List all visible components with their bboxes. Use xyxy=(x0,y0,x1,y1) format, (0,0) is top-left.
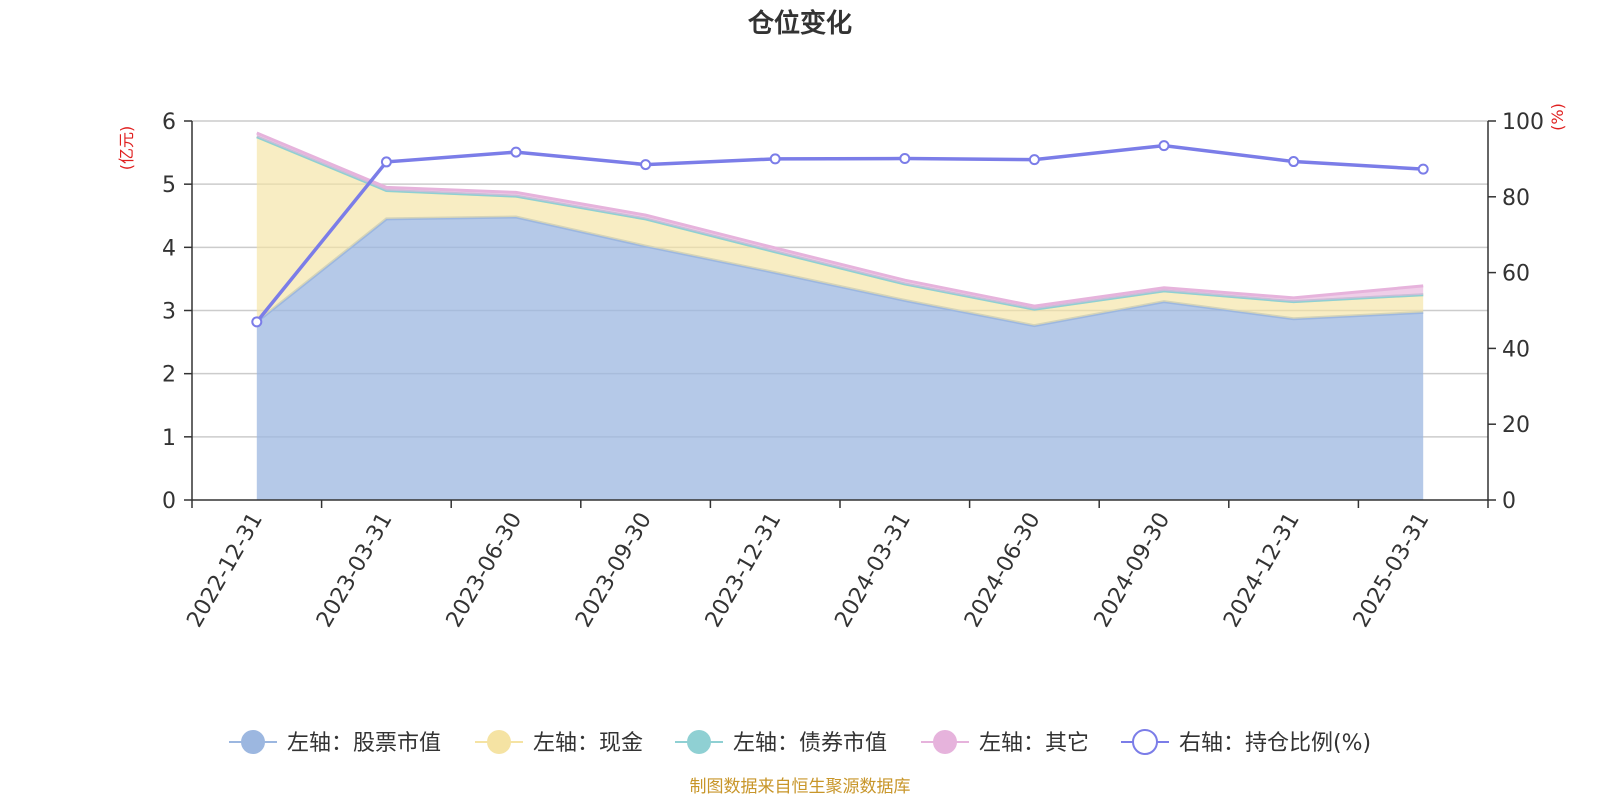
legend-label: 右轴：持仓比例(%) xyxy=(1179,731,1371,756)
holding-ratio-point[interactable] xyxy=(1028,154,1040,166)
legend-item[interactable]: 左轴：其它 xyxy=(921,730,1089,756)
legend-item[interactable]: 左轴：债券市值 xyxy=(675,730,887,756)
x-tick-label: 2024-03-31 xyxy=(830,509,916,632)
right-tick-label: 40 xyxy=(1502,337,1530,362)
right-tick-label: 100 xyxy=(1502,110,1544,135)
holding-ratio-point[interactable] xyxy=(251,316,263,328)
holding-ratio-point[interactable] xyxy=(380,156,392,168)
legend-label: 左轴：现金 xyxy=(533,731,643,756)
data-source-note: 制图数据来自恒生聚源数据库 xyxy=(690,777,911,797)
left-tick-label: 2 xyxy=(162,363,176,388)
chart-title: 仓位变化 xyxy=(747,8,852,39)
legend-label: 左轴：其它 xyxy=(979,731,1089,756)
legend-marker xyxy=(487,730,511,754)
left-axis-unit: (亿元) xyxy=(117,126,136,171)
area-左轴：现金 xyxy=(256,136,1424,326)
holding-ratio-point[interactable] xyxy=(1417,163,1429,175)
left-tick-label: 6 xyxy=(162,110,176,135)
legend-label: 左轴：债券市值 xyxy=(733,731,887,756)
x-tick-label: 2024-06-30 xyxy=(960,509,1046,632)
holding-ratio-point[interactable] xyxy=(899,153,911,165)
holding-ratio-point[interactable] xyxy=(1288,156,1300,168)
legend-marker xyxy=(241,730,265,754)
right-tick-label: 0 xyxy=(1502,489,1516,514)
legend-marker xyxy=(687,730,711,754)
holding-ratio-point[interactable] xyxy=(510,146,522,158)
right-tick-label: 80 xyxy=(1502,186,1530,211)
legend[interactable]: 左轴：股票市值 左轴：现金 左轴：债券市值 左轴：其它 右轴：持仓比例(%) xyxy=(229,729,1371,756)
right-axis-unit: (%) xyxy=(1548,103,1567,131)
x-tick-label: 2023-12-31 xyxy=(701,509,787,632)
x-tick-label: 2025-03-31 xyxy=(1349,509,1435,632)
holding-ratio-point[interactable] xyxy=(769,153,781,165)
area-左轴：股票市值 xyxy=(256,217,1424,500)
left-tick-label: 0 xyxy=(162,489,176,514)
stacked-areas xyxy=(255,131,1424,500)
left-tick-label: 5 xyxy=(162,173,176,198)
legend-marker xyxy=(1132,729,1158,755)
legend-marker xyxy=(933,730,957,754)
left-tick-label: 4 xyxy=(162,236,176,261)
holding-ratio-point[interactable] xyxy=(640,159,652,171)
holding-ratio-polyline xyxy=(255,143,1424,323)
left-tick-label: 1 xyxy=(162,426,176,451)
left-tick-label: 3 xyxy=(162,300,176,325)
x-tick-label: 2023-06-30 xyxy=(442,509,528,632)
x-tick-label: 2022-12-31 xyxy=(182,509,268,632)
right-tick-label: 60 xyxy=(1502,262,1530,287)
x-tick-label: 2024-09-30 xyxy=(1090,509,1176,632)
legend-item[interactable]: 左轴：股票市值 xyxy=(229,730,441,756)
x-tick-label: 2024-12-31 xyxy=(1219,509,1305,632)
legend-label: 左轴：股票市值 xyxy=(287,731,441,756)
holding-ratio-point[interactable] xyxy=(1158,140,1170,152)
holding-ratio-line xyxy=(251,140,1429,328)
legend-item[interactable]: 左轴：现金 xyxy=(475,730,643,756)
x-tick-label: 2023-03-31 xyxy=(312,509,398,632)
legend-item[interactable]: 右轴：持仓比例(%) xyxy=(1121,729,1371,756)
area-edge-左轴：其它 xyxy=(256,131,1424,308)
right-tick-label: 20 xyxy=(1502,413,1530,438)
x-tick-label: 2023-09-30 xyxy=(571,509,657,632)
